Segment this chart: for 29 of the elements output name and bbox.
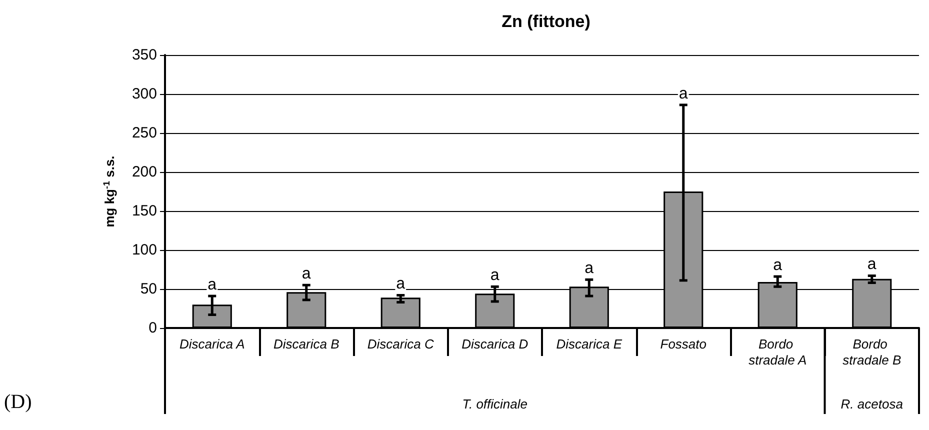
y-tick-label: 250 <box>132 124 157 142</box>
x-tick-label: Bordo stradale B <box>842 336 902 368</box>
x-tick-label: Bordo stradale A <box>748 336 807 368</box>
text: R. acetosa <box>840 396 903 412</box>
annotation: a <box>678 85 688 102</box>
annotation: a <box>208 276 217 294</box>
x-tick-label: Discarica A <box>179 336 245 352</box>
y-tick-label: 150 <box>132 202 157 220</box>
text: T. officinale <box>462 396 528 412</box>
annotation: a <box>867 256 876 274</box>
y-tick-label: 300 <box>132 86 157 102</box>
x-tick-label: Fossato <box>660 336 706 352</box>
y-tick-label: 50 <box>140 280 157 298</box>
x-tick-label: Discarica E <box>556 336 622 352</box>
y-tick-label: 200 <box>132 164 157 180</box>
annotation: a <box>584 260 594 278</box>
chart-title: Zn (fittone) <box>502 12 590 31</box>
text: (D) <box>4 391 32 413</box>
annotation: a <box>490 267 500 284</box>
x-tick-label: Discarica D <box>462 336 528 352</box>
y-tick-label: 100 <box>132 242 157 258</box>
x-tick-label: Discarica C <box>367 336 434 352</box>
y-tick-label: 0 <box>148 320 157 336</box>
x-tick-label: Discarica B <box>274 336 340 352</box>
y-axis-title: mg kg-1 s.s. <box>102 156 117 228</box>
annotation: a <box>773 257 782 274</box>
annotation: a <box>396 276 406 293</box>
y-tick-label: 350 <box>132 46 157 64</box>
annotation: a <box>302 266 311 283</box>
